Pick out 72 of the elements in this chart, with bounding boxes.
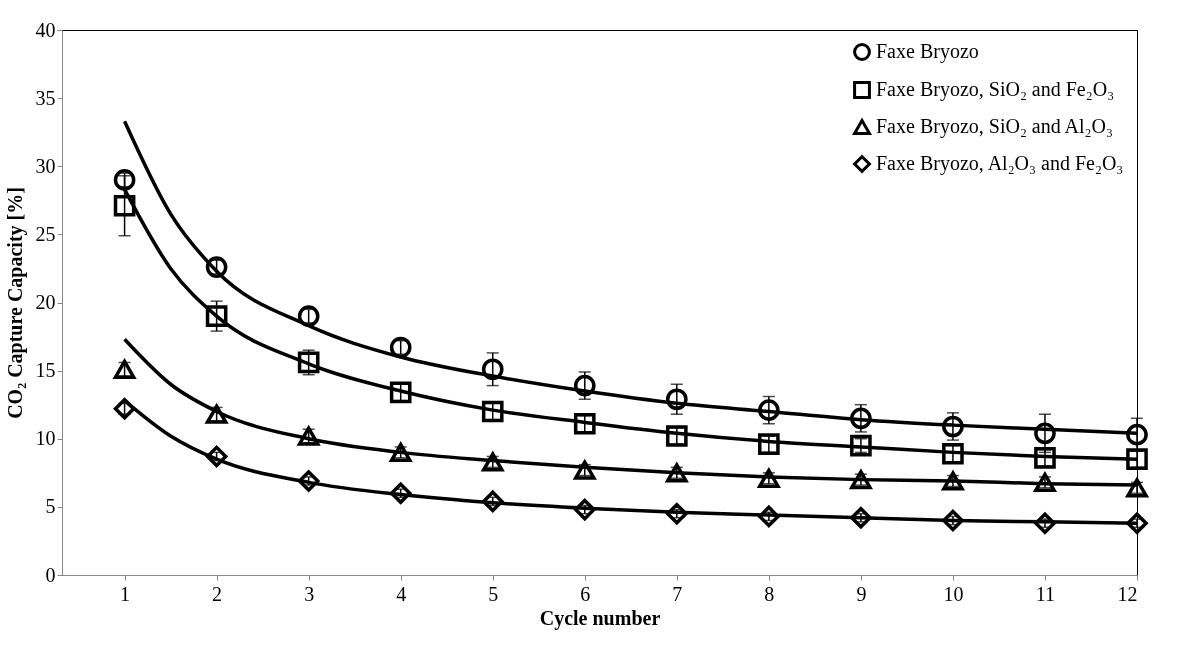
- point: [942, 415, 964, 438]
- point: [297, 351, 320, 374]
- point: [297, 426, 320, 446]
- point: [1034, 472, 1056, 492]
- legend-label: Faxe Bryozo, SiO₂ and Al₂O₃: [876, 115, 1114, 138]
- point: [850, 506, 872, 529]
- point: [573, 412, 596, 435]
- point: [850, 434, 872, 457]
- y-tick-label: 10: [35, 427, 56, 450]
- point: [1126, 423, 1148, 446]
- x-tick-label: 3: [304, 582, 315, 605]
- point: [573, 498, 596, 521]
- point: [758, 433, 780, 456]
- point: [758, 505, 780, 528]
- point: [205, 256, 228, 278]
- point: [665, 425, 688, 447]
- x-tick-label: 5: [488, 582, 499, 605]
- point: [1034, 512, 1056, 535]
- point: [1034, 422, 1056, 445]
- y-tick-label: 35: [35, 86, 56, 109]
- point: [573, 460, 596, 480]
- legend-label: Faxe Bryozo: [876, 40, 979, 63]
- point: [205, 445, 228, 468]
- point: [573, 374, 596, 397]
- x-tick-label: 8: [764, 582, 775, 605]
- point: [1126, 512, 1148, 535]
- point: [665, 502, 688, 525]
- point: [665, 463, 688, 483]
- x-tick-label: 4: [396, 582, 407, 605]
- point: [850, 407, 872, 430]
- point: [297, 470, 320, 492]
- point: [113, 194, 136, 217]
- y-tick-label: 25: [35, 222, 56, 245]
- point: [758, 468, 780, 488]
- x-tick-label: 11: [1035, 582, 1056, 605]
- point: [942, 471, 964, 491]
- point: [942, 442, 964, 465]
- y-tick-label: 40: [35, 18, 56, 41]
- y-tick-label: 20: [35, 291, 56, 313]
- y-tick-label: 0: [45, 563, 56, 586]
- x-tick-label: 2: [212, 582, 223, 605]
- point: [481, 400, 504, 423]
- y-axis-title: CO₂ Capture Capacity [%]: [3, 187, 27, 419]
- y-tick-label: 30: [35, 154, 56, 177]
- x-axis-title: Cycle number: [539, 606, 661, 630]
- x-tick-label: 10: [943, 582, 964, 605]
- legend-label: Faxe Bryozo, Al₂O₃ and Fe₂O₃: [876, 152, 1124, 175]
- x-tick-label: 1: [120, 582, 131, 605]
- point: [1126, 478, 1148, 498]
- point: [942, 509, 964, 532]
- x-tick-label: 6: [580, 582, 591, 605]
- point: [205, 305, 228, 327]
- point: [389, 482, 412, 505]
- point: [850, 470, 872, 490]
- point: [389, 381, 412, 404]
- x-tick-label: 9: [856, 582, 867, 605]
- point: [758, 399, 780, 421]
- point: [113, 359, 136, 379]
- y-tick-label: 15: [35, 359, 56, 382]
- point: [481, 490, 504, 513]
- point: [481, 452, 504, 472]
- point: [204, 402, 229, 424]
- point: [389, 442, 412, 462]
- point: [481, 358, 504, 381]
- point: [297, 305, 320, 327]
- x-tick-label: 12: [1117, 582, 1138, 605]
- point: [113, 397, 136, 420]
- point: [389, 336, 412, 359]
- point: [665, 388, 688, 411]
- legend-label: Faxe Bryozo, SiO₂ and Fe₂O₃: [876, 78, 1115, 101]
- x-tick-label: 7: [672, 582, 683, 605]
- y-tick-label: 5: [45, 495, 56, 518]
